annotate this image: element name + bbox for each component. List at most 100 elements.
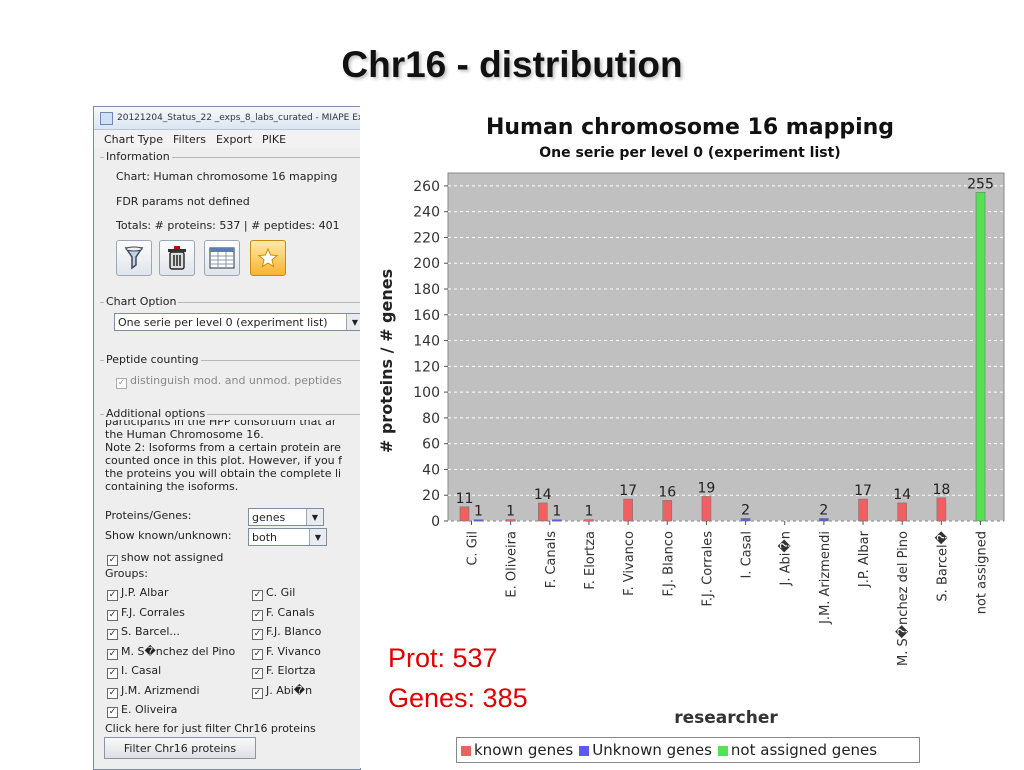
group-checkbox[interactable]: ✓ S. Barcel... <box>107 622 252 642</box>
checkbox-checked-icon: ✓ <box>252 668 263 679</box>
data-label: 255 <box>967 176 994 192</box>
x-axis: C. Gil E. Oliveira F. Canals F. Elortza F. V… <box>465 521 990 666</box>
legend-swatch <box>579 746 590 756</box>
window-title: 20121204_Status_22 _exps_8_labs_curated … <box>117 113 361 123</box>
show-known-select[interactable]: both ▼ <box>248 528 327 546</box>
information-group: Information <box>100 150 360 163</box>
checkbox-checked-icon: ✓ <box>116 378 127 389</box>
checkbox-checked-icon: ✓ <box>252 648 263 660</box>
proteins-genes-select[interactable]: genes ▼ <box>248 508 324 526</box>
distinguish-peptides-label: distinguish mod. and unmod. peptides <box>130 374 342 387</box>
x-tick-label: F.J. Corrales <box>700 531 715 607</box>
chevron-down-icon: ▼ <box>306 509 323 525</box>
data-label: 1 <box>474 504 483 520</box>
note-line: containing the isoforms. <box>105 480 239 493</box>
chart-panel: Human chromosome 16 mapping One serie pe… <box>360 106 1024 768</box>
y-tick-label: 240 <box>413 205 440 221</box>
checkbox-checked-icon: ✓ <box>252 609 263 621</box>
x-tick-label: J. Abi�n <box>777 531 794 586</box>
checkbox-checked-icon: ✓ <box>107 555 118 566</box>
legend-item-unknown: Unknown genes <box>579 741 712 759</box>
group-label: S. Barcel... <box>121 625 180 638</box>
data-label: 2 <box>819 502 828 518</box>
checkbox-checked-icon: ✓ <box>107 707 118 718</box>
legend-label: Unknown genes <box>592 741 712 759</box>
plot-area <box>447 172 1005 522</box>
bar <box>701 496 712 522</box>
group-label: J. Abi�n <box>266 683 313 697</box>
delete-button[interactable] <box>159 240 195 276</box>
show-not-assigned-checkbox[interactable]: ✓ show not assigned <box>107 551 223 566</box>
group-checkbox[interactable]: ✓ F. Elortza <box>252 661 316 681</box>
group-checkbox[interactable]: ✓ F.J. Corrales <box>107 603 252 623</box>
y-tick-label: 40 <box>422 462 440 478</box>
menu-filters[interactable]: Filters <box>173 132 206 146</box>
data-label: 16 <box>658 484 676 500</box>
checkbox-checked-icon: ✓ <box>252 590 263 601</box>
note-line: the proteins you will obtain the complet… <box>105 467 342 480</box>
bar <box>538 502 548 522</box>
x-axis-label: researcher <box>674 708 778 728</box>
bar <box>819 518 829 522</box>
table-icon <box>209 247 235 269</box>
group-checkbox[interactable]: ✓ J.P. Albar <box>107 583 252 603</box>
group-checkbox[interactable]: ✓ I. Casal <box>107 661 252 681</box>
note-line: participants in the HPP consortium that … <box>105 420 337 428</box>
legend-swatch <box>717 746 728 756</box>
y-tick-label: 100 <box>413 385 440 401</box>
bar <box>740 518 751 522</box>
legend-item-known: known genes <box>461 741 573 759</box>
group-checkbox[interactable]: ✓ F. Canals <box>252 603 314 623</box>
legend-label: known genes <box>474 741 574 759</box>
group-checkbox[interactable]: ✓ F.J. Blanco <box>252 622 321 642</box>
checkbox-checked-icon: ✓ <box>107 629 118 640</box>
window-titlebar[interactable]: 20121204_Status_22 _exps_8_labs_curated … <box>94 107 360 130</box>
proteins-genes-value: genes <box>252 510 286 524</box>
filter-chr16-button[interactable]: Filter Chr16 proteins <box>104 737 256 759</box>
menu-chart-type[interactable]: Chart Type <box>104 132 163 146</box>
checkbox-checked-icon: ✓ <box>252 629 263 640</box>
group-checkbox[interactable]: ✓ C. Gil <box>252 583 295 603</box>
favorite-button[interactable] <box>250 240 286 276</box>
information-group-title: Information <box>104 150 172 163</box>
bar <box>459 506 470 522</box>
genes-count-text: Genes: 385 <box>388 683 528 713</box>
slide-title: Chr16 - distribution <box>341 44 683 85</box>
data-label: 17 <box>619 483 637 499</box>
group-checkbox[interactable]: ✓ J. Abi�n <box>252 681 312 701</box>
data-label: 18 <box>932 482 950 498</box>
bar-chart: Human chromosome 16 mapping One serie pe… <box>377 115 1005 728</box>
bar <box>936 497 947 522</box>
chart-title: Human chromosome 16 mapping <box>486 115 894 140</box>
peptide-counting-group: Peptide counting <box>100 353 360 366</box>
data-label: 19 <box>698 481 716 497</box>
filter-funnel-icon <box>124 246 144 270</box>
distinguish-peptides-checkbox[interactable]: ✓ distinguish mod. and unmod. peptides <box>116 374 342 389</box>
app-window: 20121204_Status_22 _exps_8_labs_curated … <box>93 106 361 770</box>
chart-option-select[interactable]: One serie per level 0 (experiment list) … <box>114 313 360 331</box>
table-button[interactable] <box>204 240 240 276</box>
additional-options-group: Additional options <box>100 407 360 420</box>
checkbox-checked-icon: ✓ <box>107 648 118 660</box>
groups-list: ✓ J.P. Albar ✓ C. Gil ✓ F.J. Corrales ✓ F. C… <box>107 583 321 720</box>
group-checkbox[interactable]: ✓ F. Vivanco <box>252 642 321 662</box>
checkbox-checked-icon: ✓ <box>107 668 118 679</box>
y-tick-label: 0 <box>431 514 440 530</box>
fdr-info-text: FDR params not defined <box>116 195 250 208</box>
group-checkbox[interactable]: ✓ M. S�nchez del Pino <box>107 642 252 662</box>
x-tick-label: not assigned <box>975 531 990 614</box>
menu-export[interactable]: Export <box>215 132 252 146</box>
filter-button[interactable] <box>116 240 152 276</box>
menu-pike[interactable]: PIKE <box>262 132 287 146</box>
notes-text: participants in the HPP consortium that … <box>105 420 342 498</box>
group-checkbox[interactable]: ✓ J.M. Arizmendi <box>107 681 252 701</box>
totals-info-text: Totals: # proteins: 537 | # peptides: 40… <box>116 219 340 232</box>
group-label: C. Gil <box>266 586 296 599</box>
y-tick-label: 60 <box>422 437 440 453</box>
chart-legend: known genes Unknown genes not assigned g… <box>456 737 920 763</box>
data-label: 14 <box>534 487 552 503</box>
bar <box>584 519 594 522</box>
proteins-genes-label: Proteins/Genes: <box>105 509 192 522</box>
note-line: the Human Chromosome 16. <box>105 428 264 441</box>
group-checkbox[interactable]: ✓ E. Oliveira <box>107 700 252 720</box>
